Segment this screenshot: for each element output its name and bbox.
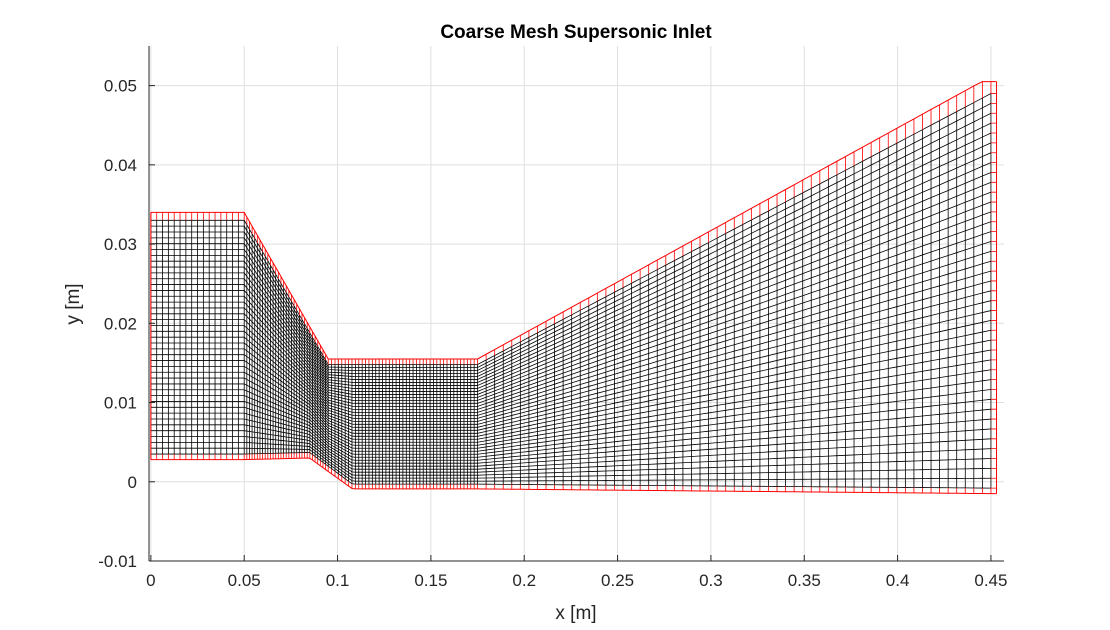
y-tick-label-2: 0.01 — [104, 394, 137, 413]
x-tick-label-0: 0 — [146, 571, 155, 590]
upper-boundary-line — [150, 81, 997, 360]
outlet-boundary-cells — [990, 93, 997, 489]
y-tick-label-6: 0.05 — [104, 77, 137, 96]
x-tick-label-2: 0.1 — [326, 571, 350, 590]
y-axis-label: y [m] — [63, 283, 84, 324]
x-tick-label-7: 0.35 — [788, 571, 821, 590]
x-tick-label-9: 0.45 — [974, 571, 1007, 590]
y-tick-label-3: 0.02 — [104, 314, 137, 333]
x-tick-label-3: 0.15 — [414, 571, 447, 590]
y-tick-label-1: 0 — [128, 473, 137, 492]
x-tick-label-8: 0.4 — [886, 571, 910, 590]
x-axis: 0 0.05 0.1 0.15 0.2 0.25 0.3 0.35 0.4 0.45 — [146, 555, 1007, 590]
x-tick-label-1: 0.05 — [228, 571, 261, 590]
y-tick-label-0: -0.01 — [98, 552, 137, 571]
x-tick-label-4: 0.2 — [512, 571, 536, 590]
x-axis-label: x [m] — [555, 603, 596, 624]
y-axis: -0.01 0 0.01 0.02 0.03 0.04 0.05 — [98, 77, 155, 571]
axes-box — [148, 46, 1004, 562]
chart-title: Coarse Mesh Supersonic Inlet — [440, 22, 712, 43]
x-tick-label-5: 0.25 — [601, 571, 634, 590]
boundary-cell-grid — [150, 81, 998, 495]
y-tick-label-5: 0.04 — [104, 156, 137, 175]
lower-boundary-line — [150, 457, 997, 495]
x-tick-label-6: 0.3 — [699, 571, 723, 590]
y-tick-label-4: 0.03 — [104, 235, 137, 254]
